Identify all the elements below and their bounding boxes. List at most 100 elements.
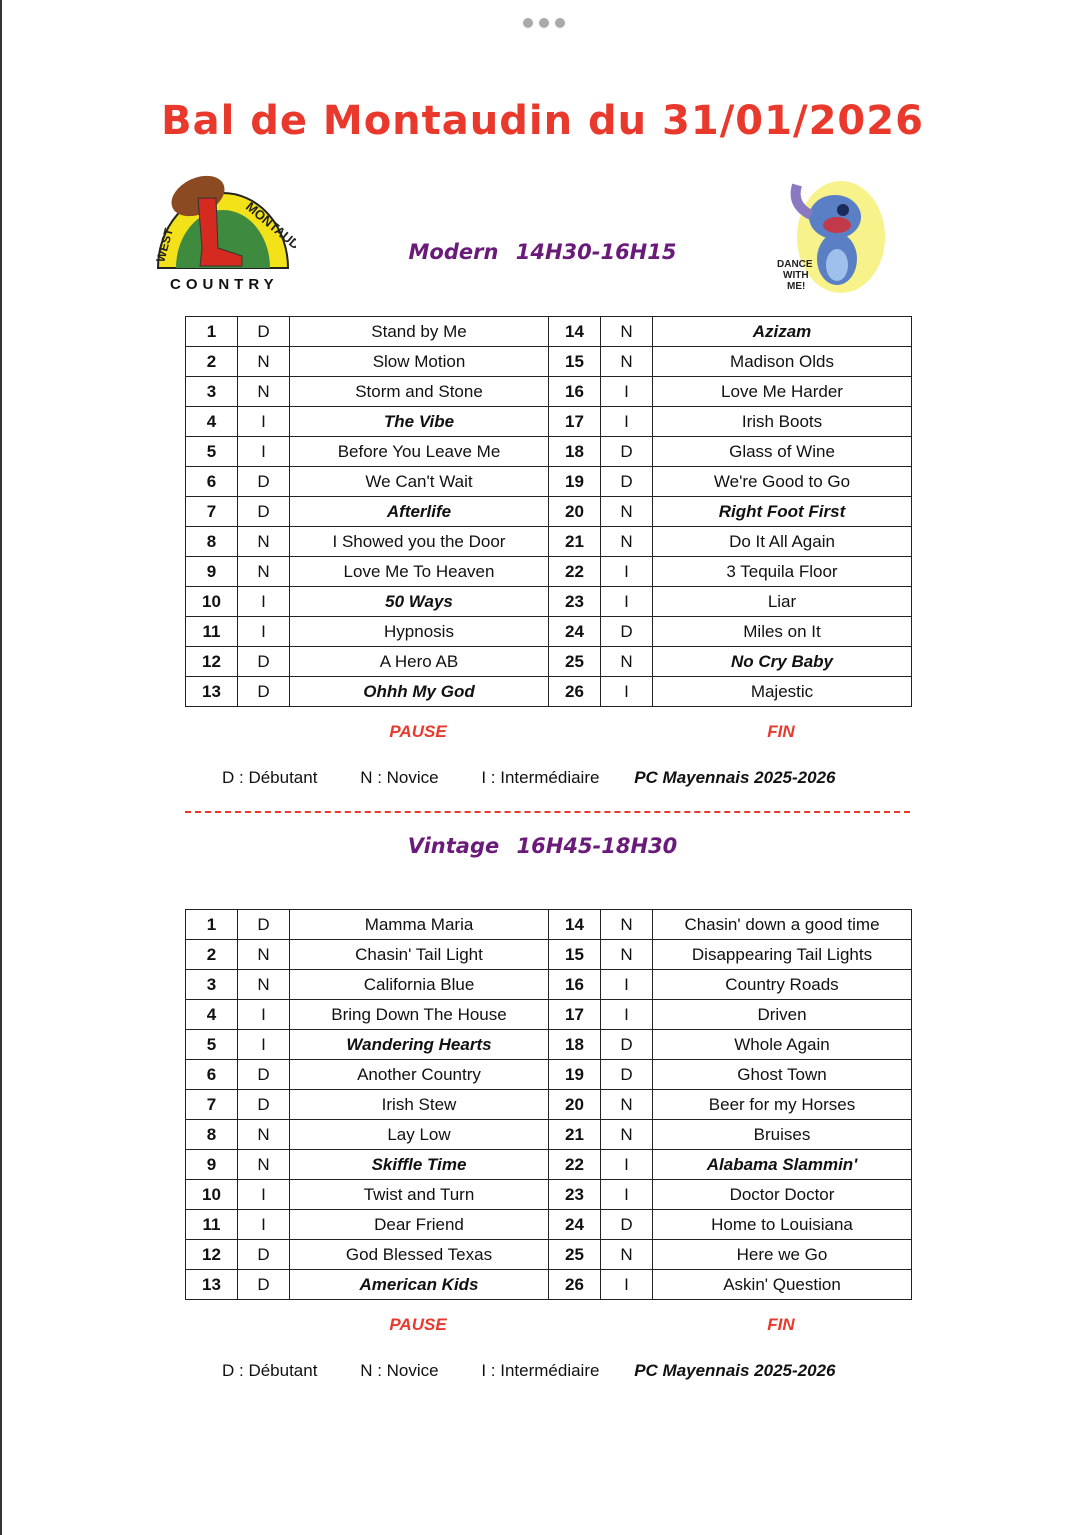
dance-level: D	[237, 1089, 290, 1120]
dance-title: A Hero AB	[289, 646, 549, 677]
dance-title: Doctor Doctor	[652, 1179, 912, 1210]
dance-level: D	[600, 616, 653, 647]
dance-level: I	[237, 586, 290, 617]
dance-level: N	[237, 969, 290, 1000]
dance-level: I	[600, 406, 653, 437]
dance-title: Mamma Maria	[289, 909, 549, 940]
table-row: 6 D Another Country 19 D Ghost Town	[185, 1059, 912, 1090]
dance-number: 25	[548, 1239, 601, 1270]
dance-level: N	[237, 556, 290, 587]
dance-level: D	[237, 646, 290, 677]
table-row: 13 D Ohhh My God 26 I Majestic	[185, 676, 912, 707]
dance-number: 4	[185, 406, 238, 437]
pause-label: PAUSE	[389, 722, 447, 741]
table-row: 12 D A Hero AB 25 N No Cry Baby	[185, 646, 912, 677]
dance-number: 20	[548, 496, 601, 527]
dance-title: Do It All Again	[652, 526, 912, 557]
dance-level: I	[600, 1149, 653, 1180]
dance-level: N	[600, 1119, 653, 1150]
table-row: 5 I Wandering Hearts 18 D Whole Again	[185, 1029, 912, 1060]
dance-title: Afterlife	[289, 496, 549, 527]
dance-level: N	[600, 496, 653, 527]
table-row: 8 N Lay Low 21 N Bruises	[185, 1119, 912, 1150]
legend: D : Débutant N : Novice I : Intermédiair…	[222, 768, 835, 788]
dance-title: Love Me To Heaven	[289, 556, 549, 587]
table-row: 2 N Chasin' Tail Light 15 N Disappearing Tail…	[185, 939, 912, 970]
dance-title: Driven	[652, 999, 912, 1030]
table-row: 1 D Mamma Maria 14 N Chasin' down a good time	[185, 909, 912, 940]
dance-title: Stand by Me	[289, 316, 549, 347]
dance-title: Wandering Hearts	[289, 1029, 549, 1060]
dance-level: N	[237, 526, 290, 557]
dance-title: Country Roads	[652, 969, 912, 1000]
legend: D : Débutant N : Novice I : Intermédiair…	[222, 1361, 835, 1381]
dance-number: 23	[548, 1179, 601, 1210]
dance-number: 3	[185, 376, 238, 407]
dance-title: Ohhh My God	[289, 676, 549, 707]
dance-title: Another Country	[289, 1059, 549, 1090]
dance-level: N	[237, 1149, 290, 1180]
dance-number: 6	[185, 466, 238, 497]
dance-level: I	[600, 969, 653, 1000]
table-row: 9 N Love Me To Heaven 22 I 3 Tequila Floor	[185, 556, 912, 587]
table-row: 2 N Slow Motion 15 N Madison Olds	[185, 346, 912, 377]
dance-title: Before You Leave Me	[289, 436, 549, 467]
dance-level: D	[237, 909, 290, 940]
dance-level: N	[600, 316, 653, 347]
dance-title: Liar	[652, 586, 912, 617]
dance-level: I	[237, 406, 290, 437]
dance-number: 20	[548, 1089, 601, 1120]
dance-title: We Can't Wait	[289, 466, 549, 497]
table-row: 4 I Bring Down The House 17 I Driven	[185, 999, 912, 1030]
dance-title: Here we Go	[652, 1239, 912, 1270]
svg-text:ME!: ME!	[787, 281, 805, 292]
dance-level: I	[237, 1029, 290, 1060]
dance-number: 21	[548, 1119, 601, 1150]
dance-number: 23	[548, 586, 601, 617]
end-label: FIN	[767, 722, 795, 741]
table-row: 9 N Skiffle Time 22 I Alabama Slammin'	[185, 1149, 912, 1180]
dance-title: American Kids	[289, 1269, 549, 1300]
dance-number: 10	[185, 1179, 238, 1210]
dance-number: 16	[548, 969, 601, 1000]
legend-debutant: D : Débutant	[222, 768, 318, 787]
dance-table-modern: 1 D Stand by Me 14 N Azizam 2 N Slow Motion 15 N Ma…	[185, 316, 912, 707]
dance-level: N	[600, 909, 653, 940]
stitch-dance-with-me-image: DANCE WITH ME!	[775, 175, 893, 295]
dance-number: 15	[548, 939, 601, 970]
dance-level: N	[600, 346, 653, 377]
dance-number: 15	[548, 346, 601, 377]
legend-intermediaire: I : Intermédiaire	[481, 1361, 600, 1380]
dance-level: I	[237, 1179, 290, 1210]
legend-novice: N : Novice	[360, 1361, 439, 1380]
credit: PC Mayennais 2025-2026	[634, 768, 836, 787]
table-row: 13 D American Kids 26 I Askin' Question	[185, 1269, 912, 1300]
dance-title: Beer for my Horses	[652, 1089, 912, 1120]
dance-number: 17	[548, 999, 601, 1030]
dance-title: Chasin' Tail Light	[289, 939, 549, 970]
dance-title: Askin' Question	[652, 1269, 912, 1300]
dance-number: 19	[548, 1059, 601, 1090]
dance-number: 16	[548, 376, 601, 407]
table-row: 7 D Afterlife 20 N Right Foot First	[185, 496, 912, 527]
dance-number: 24	[548, 616, 601, 647]
more-options-icon[interactable]	[523, 18, 565, 28]
dance-number: 18	[548, 1029, 601, 1060]
dance-number: 1	[185, 909, 238, 940]
dance-title: Lay Low	[289, 1119, 549, 1150]
dance-title: Hypnosis	[289, 616, 549, 647]
dance-number: 5	[185, 436, 238, 467]
table-row: 12 D God Blessed Texas 25 N Here we Go	[185, 1239, 912, 1270]
table-row: 11 I Hypnosis 24 D Miles on It	[185, 616, 912, 647]
dance-level: I	[600, 1179, 653, 1210]
dance-level: I	[237, 999, 290, 1030]
dance-number: 19	[548, 466, 601, 497]
dance-level: I	[600, 999, 653, 1030]
dance-level: N	[600, 646, 653, 677]
legend-intermediaire: I : Intermédiaire	[481, 768, 600, 787]
dance-level: I	[600, 1269, 653, 1300]
dance-level: D	[600, 1209, 653, 1240]
dance-number: 10	[185, 586, 238, 617]
dance-title: Chasin' down a good time	[652, 909, 912, 940]
dance-title: Dear Friend	[289, 1209, 549, 1240]
